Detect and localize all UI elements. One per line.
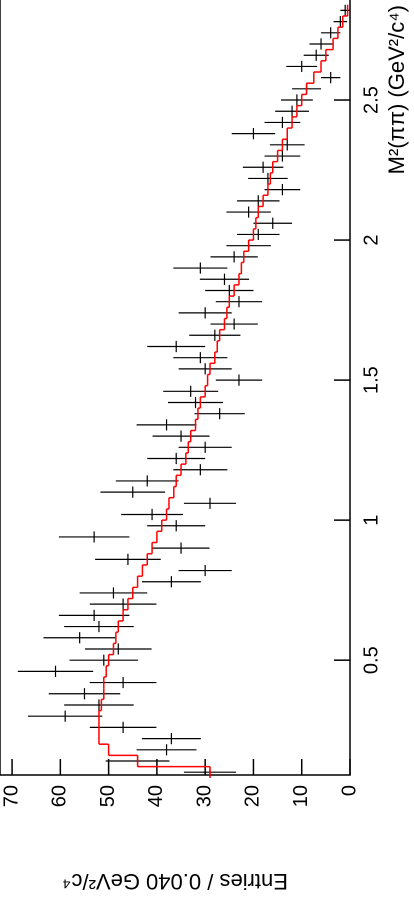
x-tick-label: 1.5 [360,366,382,394]
data-point [189,329,241,341]
data-point [136,419,197,431]
data-point [173,352,228,364]
y-tick-label: 50 [97,785,119,807]
data-point [17,665,94,677]
data-point [152,542,210,554]
y-tick-label: 40 [145,785,167,807]
y-axis-label: Entries / 0.040 GeV²/c⁴ [62,869,288,894]
x-tick-label: 2.5 [360,86,382,114]
data-point [115,475,179,487]
y-tick-label: 60 [49,785,71,807]
data-point [178,363,232,375]
data-point [215,296,263,308]
data-point [280,94,313,106]
x-axis-label: M²(ππ) (GeV²/c⁴) [384,5,409,174]
data-point [173,464,228,476]
y-tick-label: 30 [193,785,215,807]
data-point [194,408,245,420]
data-point [264,150,301,162]
data-point [226,206,271,218]
data-point [136,744,197,756]
data-point [231,128,276,140]
data-point [28,710,103,722]
data-point [121,508,183,521]
rotated-plot: M²(ππ) (GeV²/c⁴) Entries / 0.040 GeV²/c⁴… [0,0,409,894]
data-point [321,27,341,39]
data-point [264,116,301,129]
data-point [178,564,232,577]
data-point [309,38,333,50]
data-point [237,228,280,241]
data-point [152,430,210,442]
data-point [89,598,157,610]
data-point [58,531,130,543]
data-point [84,643,152,655]
data-point [147,340,206,353]
data-point [275,105,309,117]
data-point [173,262,228,274]
data-point [141,732,201,745]
x-tick-label: 2 [360,234,382,245]
y-tick-label: 20 [242,785,264,807]
data-point [147,452,206,465]
data-point [340,4,350,17]
data-point [69,654,139,666]
data-point [303,49,329,61]
data-point [333,16,348,28]
y-tick-label: 10 [290,785,312,807]
data-point [43,632,116,644]
data-point [178,441,232,453]
y-tick-label: 70 [0,785,22,807]
data-point [253,217,293,229]
data-point [248,172,288,185]
data-point [64,699,134,711]
plot-frame [0,0,351,776]
data-point [269,139,305,151]
data-point [168,396,224,409]
data-point [48,688,121,700]
data-point [321,72,341,84]
data-point [100,486,166,498]
data-point [199,273,250,285]
data-point [58,609,130,621]
data-point [163,385,219,397]
data-point [237,195,280,207]
data-point [89,721,157,733]
x-tick-label: 1 [360,515,382,526]
data-point [210,251,258,263]
data-point [95,553,161,565]
data-point [89,676,157,689]
data-point [215,374,263,386]
y-tick-label: 0 [338,785,360,796]
data-point [178,307,232,319]
data-point [141,576,201,588]
data-point [264,184,301,196]
data-point [205,284,254,297]
data-point [147,520,206,532]
data-point [242,161,284,173]
data-point [286,60,318,73]
data-point [79,587,148,599]
data-point [210,318,258,330]
data-point [64,620,134,633]
x-tick-label: 0.5 [360,646,382,674]
data-point [183,497,237,509]
